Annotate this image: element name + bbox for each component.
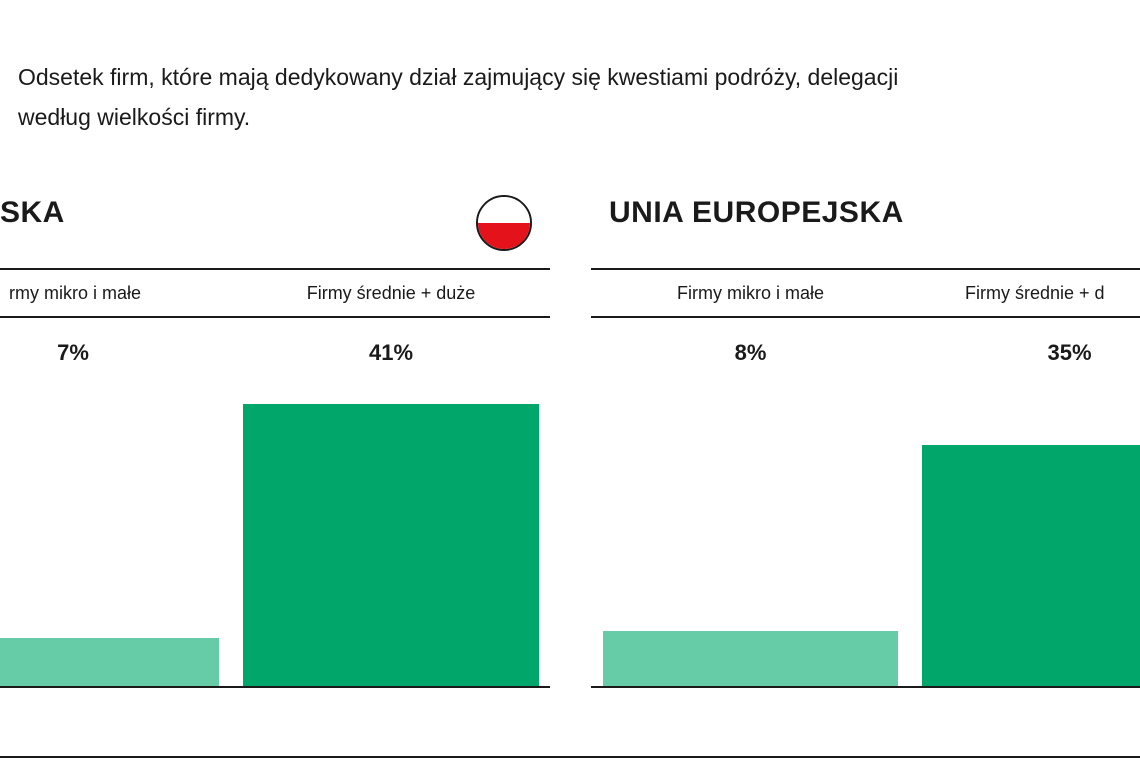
bottom-rule [0, 756, 1140, 758]
panel-top-rule [0, 268, 550, 270]
category-label: Firmy średnie + d [965, 283, 1105, 303]
panel-header-rule [591, 316, 1140, 318]
poland-flag-icon [476, 195, 532, 251]
chart-subtitle: Odsetek firm, które mają dedykowany dzia… [18, 57, 1140, 137]
value-label: 8% [734, 340, 767, 365]
category-label: rmy mikro i małe [8, 283, 141, 303]
category-label: Firmy średnie + duże [306, 283, 476, 303]
panel-title-poland: SKA [0, 196, 65, 229]
category-label: Firmy mikro i małe [677, 283, 824, 303]
panel-title-eu: UNIA EUROPEJSKA [609, 196, 904, 229]
subtitle-line-2: według wielkości firmy. [18, 104, 251, 130]
bar-eu-medium-large [922, 445, 1140, 686]
value-label: 41% [368, 340, 414, 365]
value-label: 7% [57, 340, 89, 365]
subtitle-line-1: Odsetek firm, które mają dedykowany dzia… [18, 64, 899, 90]
panel-baseline [0, 686, 550, 688]
bar-eu-micro-small [603, 631, 898, 686]
panel-top-rule [591, 268, 1140, 270]
bar-poland-medium-large [243, 404, 539, 686]
panel-header-rule [0, 316, 550, 318]
bar-poland-micro-small [0, 638, 219, 686]
flag-red-stripe [478, 223, 530, 249]
panel-baseline [591, 686, 1140, 688]
value-label: 35% [1047, 340, 1092, 365]
flag-white-stripe [478, 197, 530, 223]
